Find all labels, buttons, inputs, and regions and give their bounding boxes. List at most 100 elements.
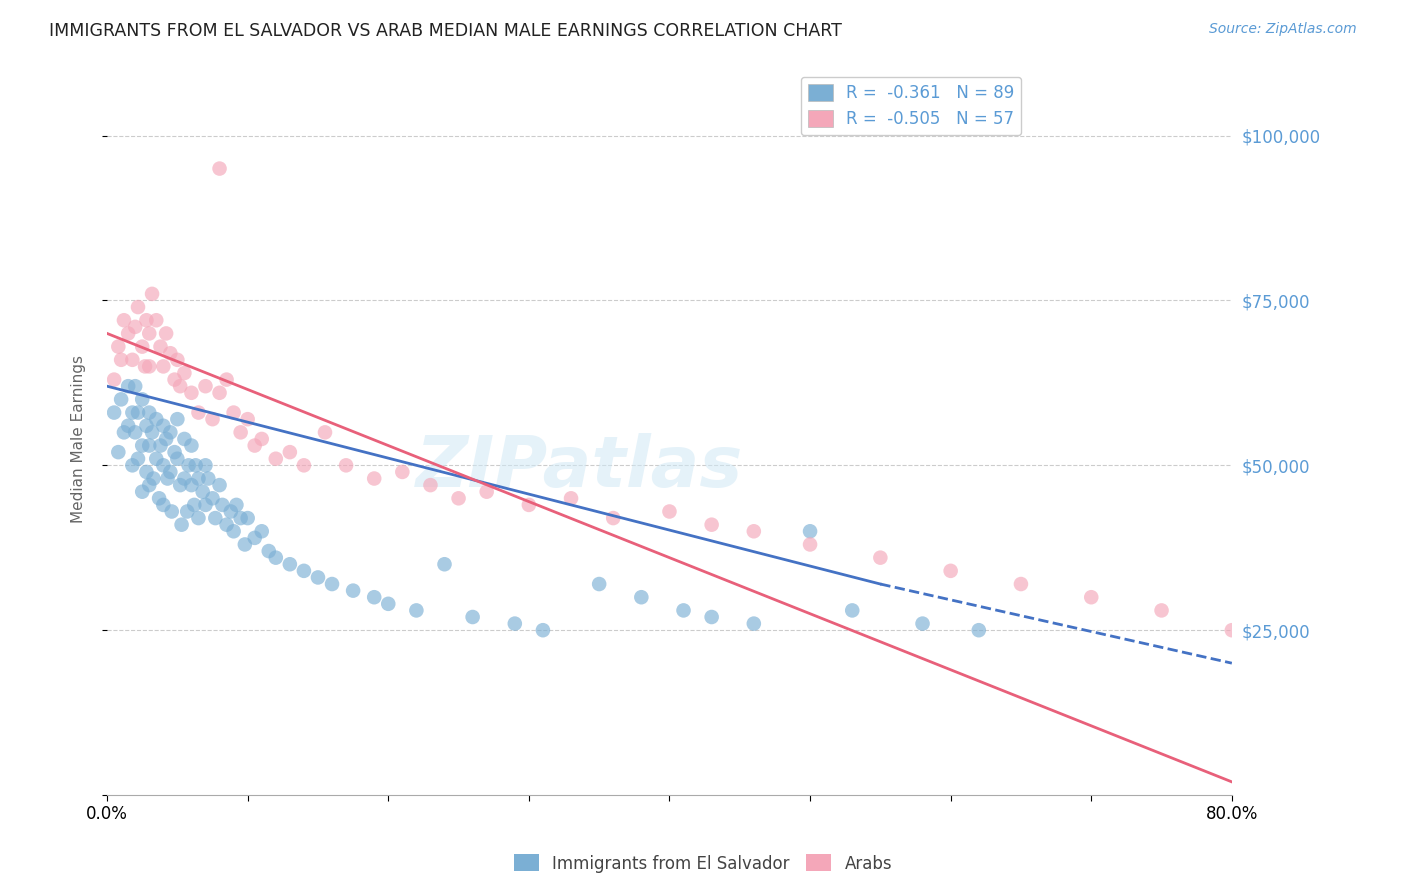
Point — [135, 465, 157, 479]
Point — [142, 471, 165, 485]
Point — [121, 406, 143, 420]
Point — [107, 340, 129, 354]
Text: ZIPatlas: ZIPatlas — [416, 433, 744, 502]
Point — [1150, 603, 1173, 617]
Point — [672, 603, 695, 617]
Point — [131, 438, 153, 452]
Point — [560, 491, 582, 506]
Point — [135, 418, 157, 433]
Point — [742, 616, 765, 631]
Point — [307, 570, 329, 584]
Point — [215, 517, 238, 532]
Point — [159, 346, 181, 360]
Point — [236, 412, 259, 426]
Point — [173, 432, 195, 446]
Point — [152, 498, 174, 512]
Point — [124, 319, 146, 334]
Point — [138, 478, 160, 492]
Point — [166, 412, 188, 426]
Point — [264, 550, 287, 565]
Point — [229, 511, 252, 525]
Point — [194, 498, 217, 512]
Point — [208, 385, 231, 400]
Point — [321, 577, 343, 591]
Point — [148, 491, 170, 506]
Point — [363, 591, 385, 605]
Point — [201, 412, 224, 426]
Point — [419, 478, 441, 492]
Point — [187, 406, 209, 420]
Point — [517, 498, 540, 512]
Point — [377, 597, 399, 611]
Point — [799, 537, 821, 551]
Point — [194, 379, 217, 393]
Point — [233, 537, 256, 551]
Point — [131, 484, 153, 499]
Point — [138, 406, 160, 420]
Point — [630, 591, 652, 605]
Point — [264, 451, 287, 466]
Point — [184, 458, 207, 473]
Point — [138, 326, 160, 341]
Point — [236, 511, 259, 525]
Point — [433, 558, 456, 572]
Point — [208, 161, 231, 176]
Legend: Immigrants from El Salvador, Arabs: Immigrants from El Salvador, Arabs — [508, 847, 898, 880]
Point — [156, 471, 179, 485]
Point — [141, 425, 163, 440]
Point — [187, 511, 209, 525]
Point — [201, 491, 224, 506]
Point — [180, 385, 202, 400]
Point — [278, 445, 301, 459]
Point — [1220, 623, 1243, 637]
Point — [211, 498, 233, 512]
Point — [222, 406, 245, 420]
Point — [183, 498, 205, 512]
Point — [342, 583, 364, 598]
Point — [588, 577, 610, 591]
Point — [939, 564, 962, 578]
Point — [363, 471, 385, 485]
Point — [278, 558, 301, 572]
Point — [191, 484, 214, 499]
Point — [145, 412, 167, 426]
Point — [134, 359, 156, 374]
Point — [215, 373, 238, 387]
Point — [127, 451, 149, 466]
Point — [187, 471, 209, 485]
Point — [180, 438, 202, 452]
Point — [159, 465, 181, 479]
Point — [170, 517, 193, 532]
Point — [799, 524, 821, 539]
Point — [447, 491, 470, 506]
Point — [141, 286, 163, 301]
Point — [841, 603, 863, 617]
Point — [503, 616, 526, 631]
Point — [1080, 591, 1102, 605]
Point — [135, 313, 157, 327]
Point — [169, 379, 191, 393]
Point — [149, 340, 172, 354]
Point — [173, 471, 195, 485]
Point — [250, 524, 273, 539]
Point — [103, 406, 125, 420]
Point — [103, 373, 125, 387]
Point — [166, 352, 188, 367]
Point — [155, 432, 177, 446]
Point — [160, 504, 183, 518]
Point — [121, 458, 143, 473]
Point — [127, 300, 149, 314]
Point — [208, 478, 231, 492]
Point — [292, 564, 315, 578]
Point — [250, 432, 273, 446]
Point — [700, 610, 723, 624]
Point — [475, 484, 498, 499]
Point — [335, 458, 357, 473]
Text: Source: ZipAtlas.com: Source: ZipAtlas.com — [1209, 22, 1357, 37]
Point — [112, 425, 135, 440]
Point — [1010, 577, 1032, 591]
Point — [117, 379, 139, 393]
Point — [911, 616, 934, 631]
Point — [124, 425, 146, 440]
Point — [658, 504, 681, 518]
